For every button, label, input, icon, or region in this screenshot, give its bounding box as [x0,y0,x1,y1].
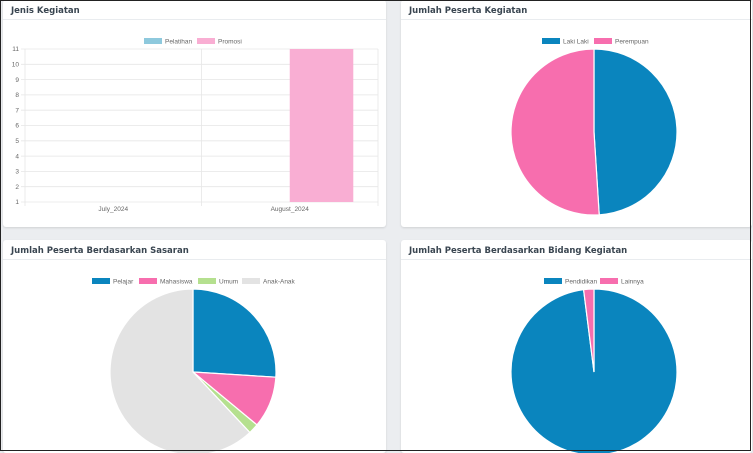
x-tick-july-2024: July_2024 [98,206,128,213]
legend-swatch-lainnya [600,278,618,284]
card-jumlah-peserta: Jumlah Peserta Kegiatan Laki Laki Perempu… [401,0,752,227]
bar-promosi-august-2024 [289,49,354,202]
card-title: Jumlah Peserta Berdasarkan Bidang Kegiat… [409,246,628,256]
legend-label-pelajar: Pelajar [113,279,134,286]
y-tick-6: 6 [15,123,19,130]
legend-label-umum: Umum [219,279,238,286]
card-peserta-sasaran: Jumlah Peserta Berdasarkan Sasaran Pelaj… [3,240,386,453]
y-tick-10: 10 [12,62,20,69]
legend-swatch-anak-anak [242,278,260,284]
pie-chart-jumlah-peserta: Laki Laki Perempuan [510,38,678,216]
legend-label-pelatihan: Pelatihan [165,39,192,46]
legend-label-laki-laki: Laki Laki [563,39,589,46]
y-tick-7: 7 [15,107,19,114]
legend-label-promosi: Promosi [218,39,242,46]
card-divider [401,19,752,20]
y-tick-8: 8 [15,92,19,99]
legend-swatch-pelajar [92,278,110,284]
card-title: Jumlah Peserta Kegiatan [409,6,528,16]
y-tick-9: 9 [15,77,19,84]
card-title: Jenis Kegiatan [11,6,80,16]
y-tick-5: 5 [15,138,19,145]
y-tick-11: 11 [12,46,19,53]
x-tick-august-2024: August_2024 [271,206,310,213]
legend-swatch-promosi [197,38,215,44]
legend-label-perempuan: Perempuan [615,39,649,46]
card-divider [3,259,386,260]
pie-slice-lainnya [582,288,595,373]
card-peserta-bidang: Jumlah Peserta Berdasarkan Bidang Kegiat… [401,240,752,453]
card-jenis-kegiatan: Jenis Kegiatan Pelatihan Promosi 1 2 3 4 5 6 7 8 9… [3,0,386,227]
pie-slice-pelajar [192,288,277,378]
pie-slice-perempuan [510,48,600,216]
card-divider [401,259,752,260]
y-tick-3: 3 [15,169,19,176]
legend-swatch-umum [198,278,216,284]
legend-label-anak-anak: Anak-Anak [263,279,296,286]
legend-swatch-mahasiswa [139,278,157,284]
legend-swatch-pendidikan [544,278,562,284]
legend-swatch-perempuan [594,38,612,44]
card-divider [3,19,386,20]
pie-slice-pendidikan [510,288,678,453]
legend-label-lainnya: Lainnya [621,279,644,286]
card-title: Jumlah Peserta Berdasarkan Sasaran [11,246,189,256]
legend-label-pendidikan: Pendidikan [565,279,598,286]
y-tick-1: 1 [15,199,19,206]
y-tick-2: 2 [15,184,19,191]
pie-slice-laki-laki [593,48,678,216]
legend-swatch-laki-laki [542,38,560,44]
pie-chart-sasaran: Pelajar Mahasiswa Umum Anak-Anak [92,278,296,453]
y-tick-4: 4 [15,153,19,160]
legend-label-mahasiswa: Mahasiswa [160,279,193,286]
bar-chart-jenis-kegiatan: Pelatihan Promosi 1 2 3 4 5 6 7 8 9 10 11 July_2024 Au… [12,38,379,213]
legend-swatch-pelatihan [144,38,162,44]
pie-chart-bidang: Pendidikan Lainnya [510,278,678,453]
